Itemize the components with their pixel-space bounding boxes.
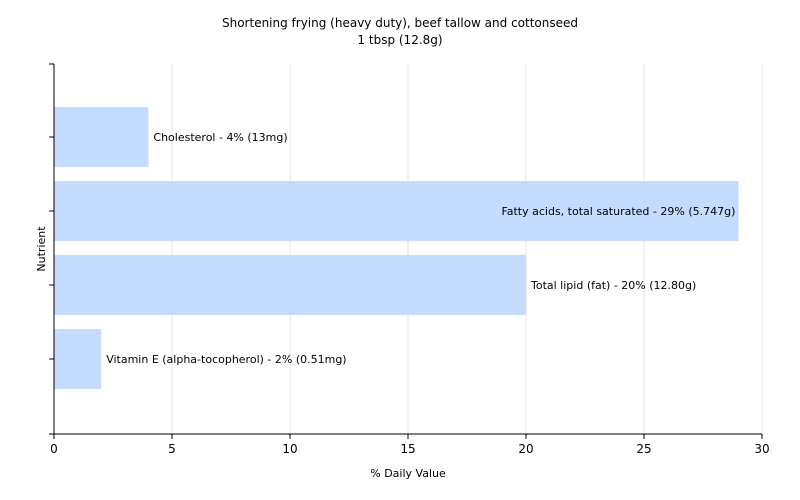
bar — [54, 329, 102, 389]
x-tick-label: 15 — [400, 442, 415, 456]
bar-label: Fatty acids, total saturated - 29% (5.74… — [501, 205, 735, 218]
y-axis-title: Nutrient — [35, 226, 48, 272]
x-tick-label: 10 — [282, 442, 297, 456]
bar — [54, 107, 149, 167]
bar-label: Cholesterol - 4% (13mg) — [153, 131, 287, 144]
chart-title: Shortening frying (heavy duty), beef tal… — [221, 16, 578, 30]
x-tick-label: 25 — [636, 442, 651, 456]
x-tick-label: 5 — [168, 442, 176, 456]
x-tick-label: 20 — [518, 442, 533, 456]
bar — [54, 181, 739, 241]
bar-label: Total lipid (fat) - 20% (12.80g) — [530, 279, 696, 292]
bar-label: Vitamin E (alpha-tocopherol) - 2% (0.51m… — [106, 353, 346, 366]
bar — [54, 255, 526, 315]
x-axis-title: % Daily Value — [370, 467, 446, 480]
x-tick-label: 30 — [754, 442, 769, 456]
chart-subtitle: 1 tbsp (12.8g) — [357, 33, 443, 47]
x-tick-label: 0 — [50, 442, 58, 456]
